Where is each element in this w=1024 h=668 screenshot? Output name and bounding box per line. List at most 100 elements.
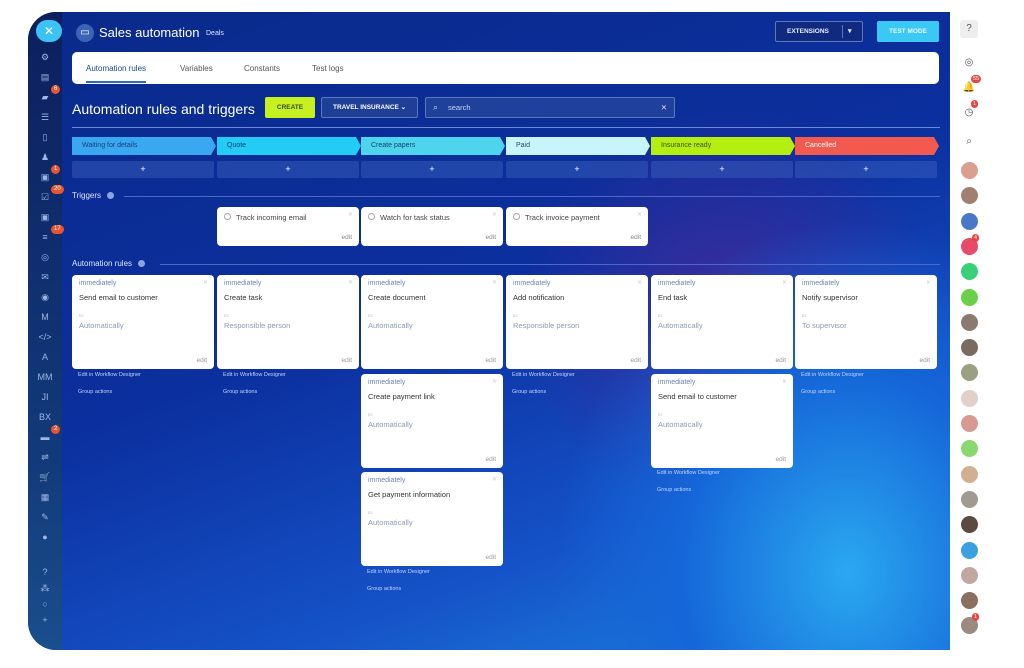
app-a-icon[interactable]: A <box>41 352 48 362</box>
cart-icon[interactable]: 🛒 <box>39 472 51 482</box>
group-actions-link[interactable]: Group actions <box>367 585 402 592</box>
tab-test-logs[interactable]: Test logs <box>312 64 344 73</box>
help-icon[interactable]: ? <box>960 20 978 38</box>
group-actions-link[interactable]: Group actions <box>657 487 692 493</box>
avatar[interactable] <box>961 187 978 205</box>
edit-in-workflow-designer-link[interactable]: Edit in Workflow Designer <box>657 470 720 476</box>
group-actions-link[interactable]: Group actions <box>801 388 836 395</box>
settings-icon[interactable]: ○ <box>42 599 48 609</box>
stage-3[interactable]: Paid <box>506 137 650 155</box>
rule-card[interactable]: immediately Add notification to: Responsibl… <box>506 275 648 369</box>
rule-card[interactable]: immediately Create payment link to: Automat… <box>361 373 503 468</box>
extensions-button[interactable]: EXTENSIONS ▾ <box>775 21 863 42</box>
edit-link[interactable]: edit <box>341 234 352 241</box>
bell-icon[interactable]: 🔔 55 <box>962 75 982 93</box>
more-icon[interactable]: ● <box>42 532 48 542</box>
tab-constants[interactable]: Constants <box>244 64 281 73</box>
add-rule-button[interactable]: + <box>217 161 359 178</box>
edit-in-workflow-designer-link[interactable]: Edit in Workflow Designer <box>512 371 575 378</box>
edit-link[interactable]: edit <box>196 357 207 364</box>
avatar[interactable] <box>961 592 978 610</box>
group-actions-link[interactable]: Group actions <box>78 388 113 395</box>
stage-2[interactable]: Create papers <box>361 137 505 155</box>
avatar[interactable] <box>961 490 978 508</box>
target-icon[interactable]: ◎ <box>41 252 49 262</box>
edit-link[interactable]: edit <box>630 234 641 241</box>
group-actions-link[interactable]: Group actions <box>512 388 547 395</box>
avatar[interactable]: 1 <box>961 613 980 635</box>
edit-link[interactable]: edit <box>485 554 496 561</box>
avatar[interactable] <box>961 263 978 281</box>
search-icon[interactable]: ⌕ <box>966 136 972 147</box>
edit-in-workflow-designer-link[interactable]: Edit in Workflow Designer <box>801 371 864 378</box>
edit-in-workflow-designer-link[interactable]: Edit in Workflow Designer <box>78 371 141 378</box>
close-icon[interactable]: ✕ <box>636 212 642 218</box>
pen-icon[interactable]: ✎ <box>41 512 49 522</box>
category-dropdown[interactable]: TRAVEL INSURANCE ⌄ <box>321 97 418 118</box>
close-icon[interactable]: ✕ <box>202 280 208 286</box>
sitemap-icon[interactable]: ⁂ <box>40 583 50 593</box>
inbox-icon[interactable]: ▤ <box>40 72 50 82</box>
app-mm-icon[interactable]: MM <box>37 372 53 382</box>
edit-link[interactable]: edit <box>485 234 496 241</box>
trigger-card[interactable]: Track incoming email ✕ edit <box>217 207 359 246</box>
search-input[interactable]: ⌕ search ✕ <box>425 97 675 118</box>
add-rule-button[interactable]: + <box>361 161 503 178</box>
avatar[interactable]: 4 <box>961 233 980 255</box>
mail-icon[interactable]: ✉ <box>41 272 49 282</box>
close-icon[interactable]: ✕ <box>347 280 353 286</box>
close-menu-button[interactable]: ✕ <box>36 20 62 42</box>
tab-variables[interactable]: Variables <box>180 64 213 73</box>
code-icon[interactable]: </> <box>38 332 52 342</box>
avatar[interactable] <box>961 313 978 331</box>
rule-card[interactable]: immediately Create document to: Automatical… <box>361 275 503 369</box>
app-ji-icon[interactable]: JI <box>41 392 49 402</box>
document-icon[interactable]: ▯ <box>42 132 48 142</box>
crm-icon[interactable]: ☰ <box>40 112 50 122</box>
create-button[interactable]: CREATE <box>265 97 315 118</box>
avatar[interactable] <box>961 288 978 306</box>
breadcrumb[interactable]: Deals <box>206 30 224 37</box>
avatar[interactable] <box>961 389 978 407</box>
chat-icon[interactable]: ◎ <box>964 57 974 68</box>
avatar[interactable] <box>961 516 978 534</box>
close-icon[interactable]: ✕ <box>347 212 353 218</box>
trigger-card[interactable]: Track invoice payment ✕ edit <box>506 207 648 246</box>
edit-link[interactable]: edit <box>341 357 352 364</box>
rule-card[interactable]: immediately Get payment information to: Aut… <box>361 472 503 566</box>
close-icon[interactable]: ✕ <box>491 378 497 385</box>
database-icon[interactable]: ◉ <box>41 292 49 302</box>
users-icon[interactable]: ♟ <box>40 152 50 162</box>
avatar[interactable] <box>961 212 978 230</box>
rule-card[interactable]: immediately Send email to customer to: Auto… <box>72 275 214 369</box>
close-icon[interactable]: ✕ <box>925 280 931 286</box>
add-rule-button[interactable]: + <box>506 161 648 178</box>
clear-icon[interactable]: ✕ <box>660 103 667 112</box>
edit-link[interactable]: edit <box>775 455 786 463</box>
close-icon[interactable]: ✕ <box>781 280 787 286</box>
help-icon[interactable] <box>107 192 115 200</box>
avatar[interactable] <box>961 440 978 458</box>
add-rule-button[interactable]: + <box>72 161 214 178</box>
tab-automation-rules[interactable]: Automation rules <box>86 64 147 83</box>
app-bx-icon[interactable]: BX <box>38 412 51 422</box>
avatar[interactable] <box>961 541 978 559</box>
tasks-icon[interactable]: ☑ 20 <box>36 185 64 204</box>
edit-link[interactable]: edit <box>485 357 496 364</box>
clock-icon[interactable]: ◷ 1 <box>964 100 979 118</box>
edit-link[interactable]: edit <box>630 357 641 364</box>
add-rule-button[interactable]: + <box>795 161 937 178</box>
filter-icon[interactable]: ≡ 17 <box>36 225 64 244</box>
edit-link[interactable]: edit <box>919 357 930 364</box>
bot-icon[interactable]: ▬ 2 <box>36 425 61 444</box>
group-actions-link[interactable]: Group actions <box>223 388 258 395</box>
calendar-icon[interactable]: ▣ 1 <box>36 165 61 184</box>
avatar[interactable] <box>961 415 978 432</box>
close-icon[interactable]: ✕ <box>491 280 497 286</box>
close-icon[interactable]: ✕ <box>781 378 787 385</box>
store-icon[interactable]: ▦ <box>40 492 50 502</box>
help-icon[interactable] <box>138 260 146 268</box>
edit-in-workflow-designer-link[interactable]: Edit in Workflow Designer <box>367 568 430 575</box>
avatar[interactable] <box>961 339 978 357</box>
edit-in-workflow-designer-link[interactable]: Edit in Workflow Designer <box>223 371 286 378</box>
